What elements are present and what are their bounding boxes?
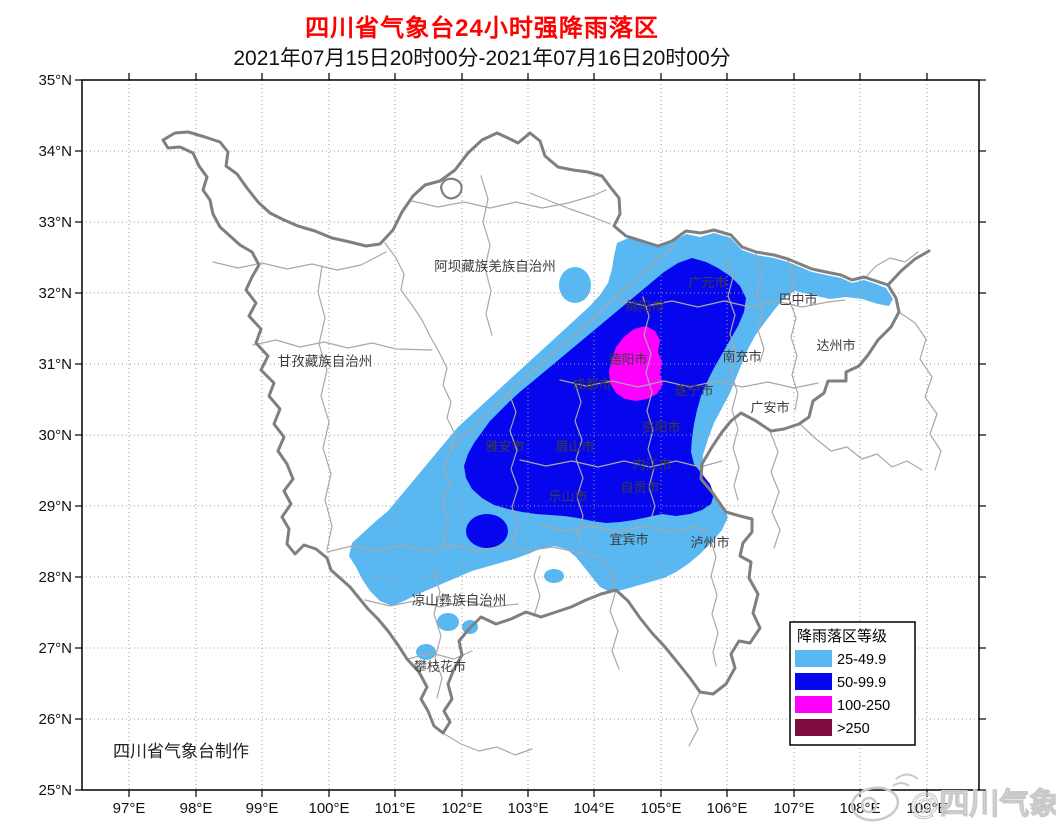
region-label: 资阳市: [641, 420, 680, 435]
rain-area-25-50-patch: [664, 550, 688, 568]
lon-tick-label: 102°E: [441, 800, 482, 817]
lat-tick-label: 27°N: [38, 640, 72, 657]
producer-credit: 四川省气象台制作: [113, 742, 249, 761]
lat-tick-label: 33°N: [38, 214, 72, 231]
region-label: 凉山彝族自治州: [412, 593, 507, 608]
legend-title: 降雨落区等级: [797, 627, 887, 645]
region-label: 遂宁市: [674, 383, 713, 398]
lon-tick-label: 105°E: [640, 800, 681, 817]
legend-swatch-250plus: [795, 719, 832, 736]
lon-axis: 97°E 98°E 99°E 100°E 101°E 102°E 103°E 1…: [113, 800, 948, 817]
region-label: 攀枝花市: [414, 659, 466, 674]
lon-tick-label: 109°E: [906, 800, 947, 817]
lat-axis: 35°N 34°N 33°N 32°N 31°N 30°N 29°N 28°N …: [38, 72, 72, 799]
axis-ticks: [75, 73, 986, 797]
region-label: 眉山市: [555, 439, 594, 454]
lat-tick-label: 25°N: [38, 782, 72, 799]
lat-tick-label: 28°N: [38, 569, 72, 586]
region-label: 泸州市: [690, 535, 729, 550]
legend-label: 25-49.9: [837, 652, 886, 668]
lon-tick-label: 104°E: [573, 800, 614, 817]
legend-swatch-25-50: [795, 650, 832, 667]
lon-tick-label: 98°E: [180, 800, 213, 817]
valid-period: 2021年07月15日20时00分-2021年07月16日20时00分: [233, 47, 731, 70]
rain-area-25-50-patch: [559, 267, 591, 303]
page-title: 四川省气象台24小时强降雨落区: [305, 15, 659, 42]
rain-area-25-50-patch: [437, 613, 459, 631]
region-label: 雅安市: [485, 439, 524, 454]
lat-tick-label: 31°N: [38, 356, 72, 373]
region-label: 德阳市: [608, 352, 647, 367]
region-label: 成都市: [572, 377, 611, 392]
region-label: 乐山市: [548, 489, 587, 504]
lon-tick-label: 99°E: [246, 800, 279, 817]
region-label: 广元市: [688, 275, 727, 290]
lat-tick-label: 35°N: [38, 72, 72, 89]
legend-label: >250: [837, 721, 870, 737]
rain-area-25-50-patch: [416, 644, 436, 660]
lon-tick-label: 97°E: [113, 800, 146, 817]
rain-area-50-100-patch: [466, 514, 508, 548]
legend-swatch-100-250: [795, 696, 832, 713]
legend-label: 50-99.9: [837, 675, 886, 691]
region-labels: 阿坝藏族羌族自治州 甘孜藏族自治州 凉山彝族自治州 攀枝花市 广元市 绵阳市 巴…: [278, 259, 856, 674]
lon-tick-label: 101°E: [374, 800, 415, 817]
region-label: 广安市: [750, 400, 789, 415]
grid-lines: [82, 80, 979, 790]
region-label: 阿坝藏族羌族自治州: [434, 259, 556, 274]
legend-swatch-50-100: [795, 673, 832, 690]
lon-tick-label: 106°E: [706, 800, 747, 817]
lat-tick-label: 26°N: [38, 711, 72, 728]
district-borders: [212, 175, 942, 756]
region-label: 自贡市: [620, 480, 659, 495]
lat-tick-label: 30°N: [38, 427, 72, 444]
watermark-text: @四川气象: [910, 788, 1056, 821]
lon-tick-label: 103°E: [507, 800, 548, 817]
legend: 降雨落区等级 25-49.9 50-99.9 100-250 >250: [789, 621, 916, 746]
rain-areas: [349, 233, 893, 660]
lon-tick-label: 107°E: [773, 800, 814, 817]
plot-frame: [81, 79, 980, 791]
rain-area-25-50-patch: [544, 569, 564, 583]
lat-tick-label: 34°N: [38, 143, 72, 160]
legend-label: 100-250: [837, 698, 890, 714]
region-label: 巴中市: [778, 292, 817, 307]
region-label: 绵阳市: [625, 299, 664, 314]
province-border: [161, 130, 931, 735]
region-label: 南充市: [722, 349, 761, 364]
lon-tick-label: 100°E: [308, 800, 349, 817]
lat-tick-label: 32°N: [38, 285, 72, 302]
region-label: 达州市: [816, 338, 855, 353]
region-label: 内江市: [632, 457, 671, 472]
weibo-watermark: @四川气象: [850, 773, 1056, 822]
weibo-icon: [850, 773, 919, 822]
rain-area-50-100: [464, 258, 746, 523]
lat-tick-label: 29°N: [38, 498, 72, 515]
region-label: 宜宾市: [609, 532, 648, 547]
region-label: 甘孜藏族自治州: [278, 354, 373, 369]
